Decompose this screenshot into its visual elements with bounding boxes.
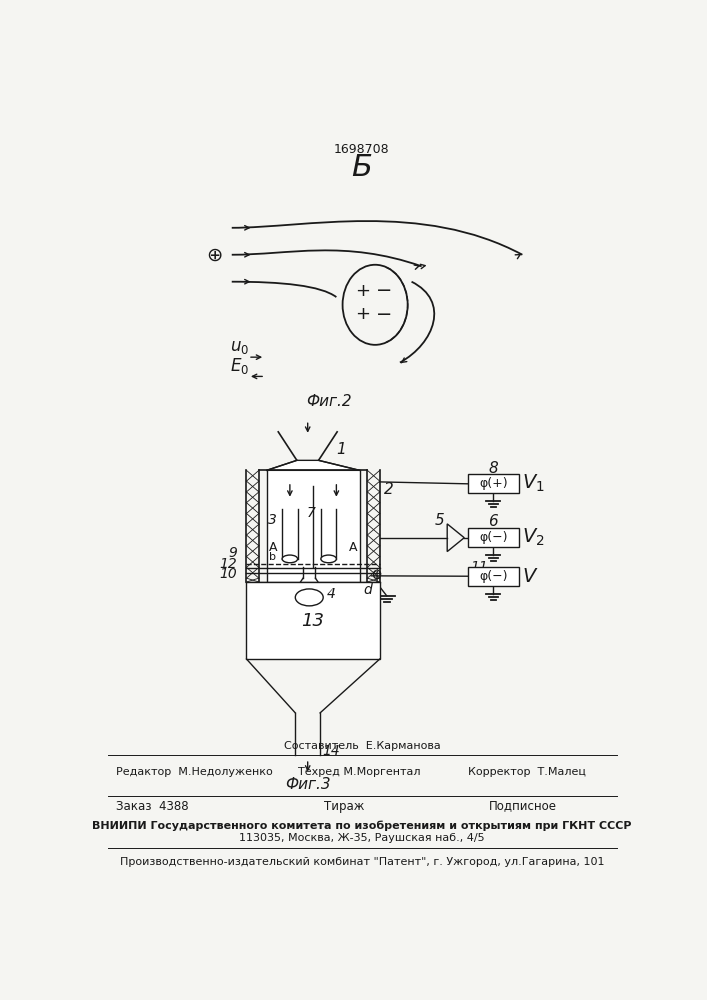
Text: Тираж: Тираж	[324, 800, 364, 813]
Text: 4: 4	[327, 587, 335, 601]
Text: φ(+): φ(+)	[479, 477, 508, 490]
Text: Подписное: Подписное	[489, 800, 556, 813]
Text: $E_0$: $E_0$	[230, 356, 250, 376]
Text: 11: 11	[470, 560, 489, 574]
Text: Б: Б	[351, 153, 373, 182]
Ellipse shape	[282, 555, 298, 563]
Text: −: −	[376, 305, 392, 324]
Text: 1: 1	[337, 442, 346, 457]
Text: $\mathit{u}_0$: $\mathit{u}_0$	[230, 338, 250, 356]
Text: 12: 12	[219, 557, 237, 571]
Text: Техред М.Моргентал: Техред М.Моргентал	[298, 767, 420, 777]
Text: $V_2$: $V_2$	[522, 527, 545, 548]
Bar	[468, 567, 518, 586]
Text: φ(−): φ(−)	[479, 531, 508, 544]
Ellipse shape	[321, 555, 337, 563]
Text: Производственно-издательский комбинат "Патент", г. Ужгород, ул.Гагарина, 101: Производственно-издательский комбинат "П…	[119, 857, 604, 867]
Text: Составитель  Е.Карманова: Составитель Е.Карманова	[284, 741, 440, 751]
Text: +: +	[355, 282, 370, 300]
Polygon shape	[267, 460, 360, 470]
Text: ВНИИПИ Государственного комитета по изобретениям и открытиям при ГКНТ СССР: ВНИИПИ Государственного комитета по изоб…	[92, 821, 631, 831]
Text: φ: φ	[371, 567, 381, 582]
Text: Редактор  М.Недолуженко: Редактор М.Недолуженко	[115, 767, 272, 777]
Bar	[468, 474, 518, 493]
Text: 3: 3	[269, 513, 277, 527]
Text: Фиг.3: Фиг.3	[285, 777, 330, 792]
Text: 1698708: 1698708	[334, 143, 390, 156]
Text: 14: 14	[322, 744, 340, 758]
Text: 6: 6	[489, 514, 498, 529]
Text: +: +	[355, 305, 370, 323]
Text: −: −	[376, 281, 392, 300]
Bar	[247, 582, 380, 659]
Text: $V_1$: $V_1$	[522, 473, 545, 494]
Text: 8: 8	[489, 461, 498, 476]
Text: 13: 13	[302, 611, 325, 630]
Text: 9: 9	[228, 546, 237, 560]
Text: 113035, Москва, Ж-35, Раушская наб., 4/5: 113035, Москва, Ж-35, Раушская наб., 4/5	[239, 833, 485, 843]
Text: ⊕: ⊕	[206, 245, 223, 264]
Text: Заказ  4388: Заказ 4388	[115, 800, 188, 813]
Text: A: A	[349, 541, 358, 554]
Text: $V$: $V$	[522, 567, 539, 586]
Text: 2: 2	[384, 482, 393, 497]
Text: 5: 5	[435, 513, 444, 528]
Bar	[468, 528, 518, 547]
Text: d: d	[363, 583, 373, 597]
Text: 7: 7	[307, 506, 316, 520]
Ellipse shape	[296, 589, 323, 606]
Text: Фиг.2: Фиг.2	[306, 394, 351, 409]
Text: b: b	[269, 552, 276, 562]
Text: φ(−): φ(−)	[479, 570, 508, 583]
Text: Корректор  Т.Малец: Корректор Т.Малец	[468, 767, 586, 777]
Text: 10: 10	[219, 567, 237, 581]
Bar	[267, 470, 360, 582]
Text: A: A	[269, 541, 277, 554]
